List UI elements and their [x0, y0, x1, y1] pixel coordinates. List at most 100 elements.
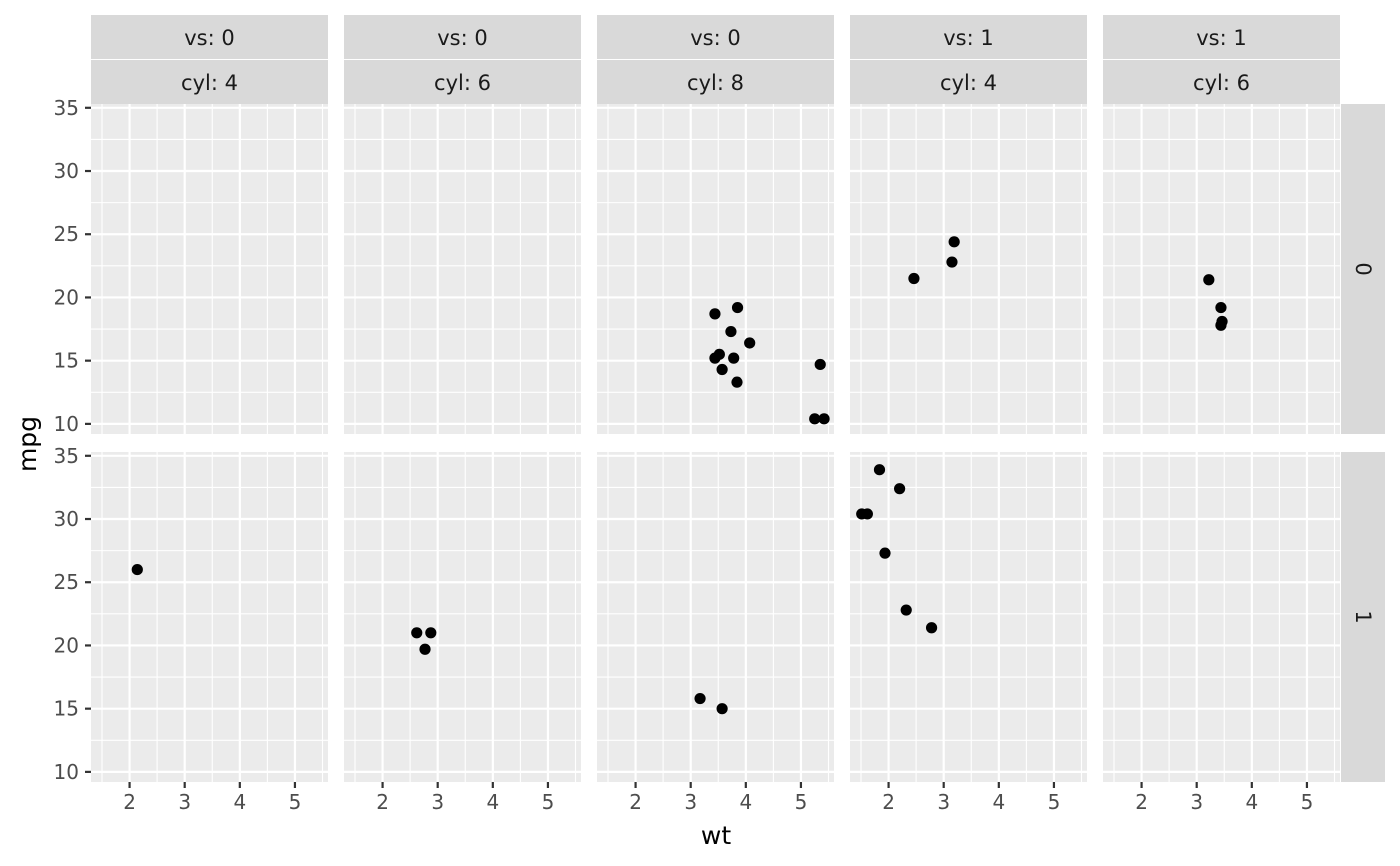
y-tick-label: 20 — [54, 285, 79, 309]
x-tick-label: 3 — [937, 790, 950, 814]
panel-r1-c3 — [850, 452, 1087, 782]
y-tick-label: 15 — [54, 349, 79, 373]
strip-label-row: 1 — [1351, 610, 1375, 623]
y-tick-label: 35 — [54, 444, 79, 468]
data-point — [131, 563, 143, 576]
panel-background — [597, 104, 834, 434]
strip-background — [1103, 60, 1340, 104]
data-point — [425, 627, 437, 639]
panel-background — [91, 104, 328, 434]
strips-layer: vs: 0 cyl: 4 vs: 0 cyl: 6 vs: 0 cyl: 8 vs: 1 cy… — [91, 15, 1385, 782]
panel-background — [597, 452, 834, 782]
x-tick-label: 3 — [684, 790, 697, 814]
strip-label-cyl: cyl: 8 — [687, 71, 744, 95]
data-point — [908, 272, 920, 285]
y-tick-label: 10 — [54, 760, 79, 784]
y-tick-label: 15 — [54, 697, 79, 721]
data-point — [728, 352, 740, 364]
x-tick-label: 2 — [629, 790, 642, 814]
panel-background — [1103, 452, 1340, 782]
panel-r1-c1 — [344, 452, 581, 782]
x-tick-label: 2 — [1135, 790, 1148, 814]
top-strip-c2: vs: 0 cyl: 8 — [597, 15, 834, 104]
strip-label-vs: vs: 0 — [184, 26, 234, 50]
panel-r1-c0 — [91, 452, 328, 782]
y-tick-label: 20 — [54, 633, 79, 657]
y-tick-label: 25 — [54, 570, 79, 594]
data-point — [709, 352, 721, 364]
right-strip-r0: 0 — [1341, 104, 1385, 434]
strip-background — [1341, 104, 1385, 434]
data-point — [1203, 274, 1215, 286]
x-tick-label: 2 — [882, 790, 895, 814]
x-tick-label: 2 — [376, 790, 389, 814]
panel-background — [850, 452, 1087, 782]
panel-r1-c2 — [597, 452, 834, 782]
x-tick-label: 4 — [486, 790, 499, 814]
panel-r0-c4 — [1103, 104, 1340, 434]
data-point — [894, 483, 906, 495]
strip-background — [344, 60, 581, 104]
right-strip-r1: 1 — [1341, 452, 1385, 782]
strip-background — [1341, 452, 1385, 782]
data-point — [731, 376, 743, 388]
data-point — [411, 627, 423, 639]
panel-r0-c3 — [850, 104, 1087, 434]
panels-layer — [91, 104, 1340, 782]
data-point — [809, 413, 821, 425]
y-tick-label: 25 — [54, 222, 79, 246]
strip-background — [91, 60, 328, 104]
x-tick-label: 4 — [739, 790, 752, 814]
data-point — [818, 413, 830, 425]
top-strip-c1: vs: 0 cyl: 6 — [344, 15, 581, 104]
data-point — [873, 464, 886, 476]
points-layer — [131, 236, 1228, 715]
panel-background — [91, 452, 328, 782]
data-point — [744, 337, 756, 349]
strip-background — [850, 60, 1087, 104]
panel-background — [344, 104, 581, 434]
top-strip-c4: vs: 1 cyl: 6 — [1103, 15, 1340, 104]
data-point — [731, 301, 744, 314]
strip-label-cyl: cyl: 4 — [940, 71, 997, 95]
data-point — [900, 604, 912, 616]
data-point — [925, 622, 938, 634]
strip-background — [850, 15, 1087, 59]
strip-label-cyl: cyl: 4 — [181, 71, 238, 95]
strip-label-vs: vs: 1 — [1196, 26, 1246, 50]
strip-label-vs: vs: 0 — [690, 26, 740, 50]
x-tick-label: 5 — [289, 790, 302, 814]
panel-r0-c0 — [91, 104, 328, 434]
x-axis-title: wt — [701, 821, 731, 850]
y-tick-label: 30 — [54, 159, 79, 183]
x-tick-label: 3 — [178, 790, 191, 814]
data-point — [814, 358, 826, 371]
x-tick-label: 5 — [542, 790, 555, 814]
x-tick-label: 5 — [1301, 790, 1314, 814]
data-point — [948, 236, 960, 248]
x-tick-label: 4 — [992, 790, 1005, 814]
strip-label-cyl: cyl: 6 — [434, 71, 491, 95]
strip-background — [91, 15, 328, 59]
strip-background — [597, 15, 834, 59]
data-point — [716, 703, 728, 715]
x-tick-label: 3 — [1190, 790, 1203, 814]
panel-r0-c2 — [597, 104, 834, 434]
strip-background — [1103, 15, 1340, 59]
y-tick-label: 35 — [54, 96, 79, 120]
panel-background — [344, 452, 581, 782]
y-tick-label: 10 — [54, 412, 79, 436]
panel-r1-c4 — [1103, 452, 1340, 782]
x-tick-label: 4 — [233, 790, 246, 814]
strip-label-cyl: cyl: 6 — [1193, 71, 1250, 95]
y-axis-title: mpg — [13, 416, 42, 472]
data-point — [1215, 301, 1227, 314]
top-strip-c3: vs: 1 cyl: 4 — [850, 15, 1087, 104]
data-point — [716, 363, 728, 376]
data-point — [709, 308, 721, 320]
data-point — [694, 692, 706, 705]
data-point — [946, 256, 958, 268]
panel-background — [1103, 104, 1340, 434]
panel-background — [850, 104, 1087, 434]
